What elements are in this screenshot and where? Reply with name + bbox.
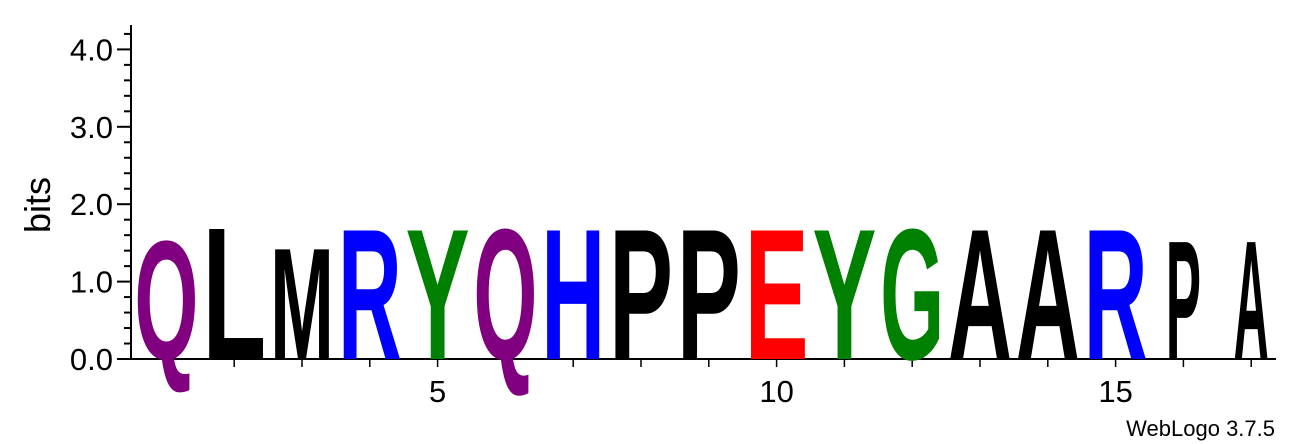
logo-letter-y: Y xyxy=(406,192,470,400)
logo-letter-p: P xyxy=(677,192,741,400)
logo-letter-g: G xyxy=(880,189,944,399)
x-tick-label: 15 xyxy=(1098,374,1132,409)
y-tick-label: 0.0 xyxy=(70,342,113,377)
logo-letter-a: A xyxy=(1234,207,1269,396)
x-tick-label: 5 xyxy=(429,374,446,409)
logo-letter-q: Q xyxy=(473,189,537,399)
logo-letter-m: M xyxy=(270,216,334,393)
logo-letter-r: R xyxy=(1084,190,1148,398)
logo-letter-a: A xyxy=(1016,190,1080,398)
logo-letter-r: R xyxy=(338,190,402,398)
logo-letter-q: Q xyxy=(134,206,198,396)
y-tick-label: 1.0 xyxy=(70,265,113,300)
y-tick-label: 4.0 xyxy=(70,32,113,67)
logo-letter-h: H xyxy=(541,190,605,398)
x-tick-label: 10 xyxy=(759,374,793,409)
logo-letter-p: P xyxy=(609,192,673,400)
logo-letter-e: E xyxy=(745,192,809,400)
logo-letter-p: P xyxy=(1166,205,1201,395)
y-axis-label: bits xyxy=(17,177,58,233)
logo-letter-y: Y xyxy=(812,192,876,400)
y-tick-label: 2.0 xyxy=(70,187,113,222)
logo-letter-a: A xyxy=(948,190,1012,398)
y-tick-label: 3.0 xyxy=(70,110,113,145)
logo-letter-l: L xyxy=(202,190,266,400)
axes: 0.0 1.0 2.0 3.0 4.0 5 10 15 xyxy=(70,25,1276,409)
weblogo-credit: WebLogo 3.7.5 xyxy=(1126,416,1275,441)
